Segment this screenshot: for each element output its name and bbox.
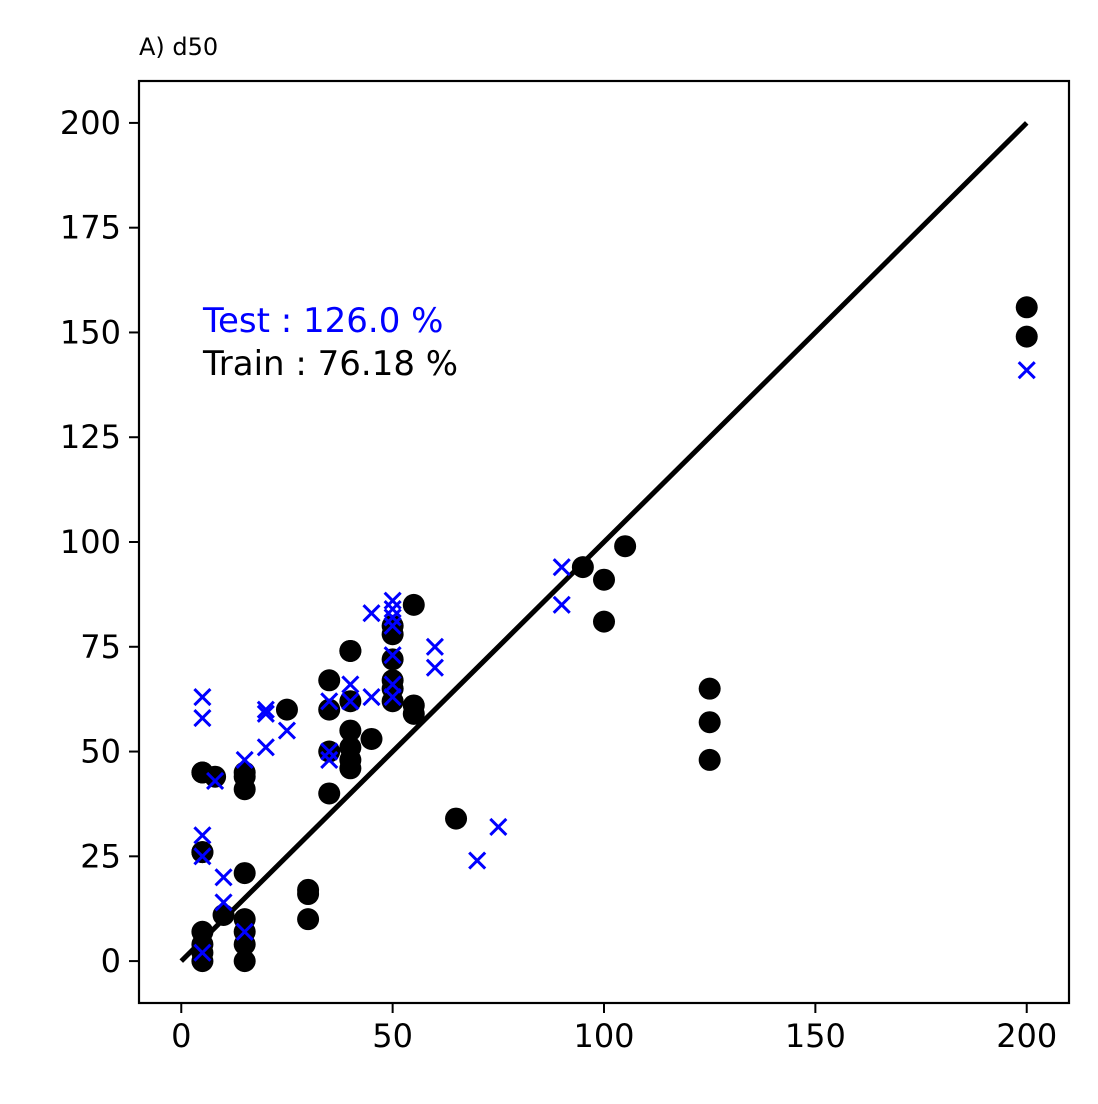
train-point <box>402 593 425 616</box>
y-axis: 0 25 50 75 100 125 150 175 200 <box>60 104 139 980</box>
train-point <box>318 698 341 721</box>
test-point <box>235 750 254 769</box>
y-tick-label: 150 <box>60 313 121 351</box>
test-point <box>383 616 402 635</box>
train-point <box>593 568 615 591</box>
train-point <box>445 807 468 830</box>
test-point <box>193 847 212 866</box>
train-point <box>204 765 227 788</box>
test-point <box>320 692 339 711</box>
test-point <box>362 688 381 707</box>
test-point <box>383 608 402 627</box>
chart-title: A) d50 <box>139 33 218 61</box>
train-point <box>402 694 425 717</box>
train-point <box>1015 325 1038 348</box>
y-tick-label: 175 <box>60 209 121 247</box>
x-tick-label: 100 <box>573 1017 634 1055</box>
test-point <box>256 704 275 723</box>
train-point <box>233 761 256 784</box>
x-axis: 0 50 100 150 200 <box>171 1003 1057 1055</box>
y-tick-label: 100 <box>60 523 121 561</box>
train-point <box>233 862 256 885</box>
train-point <box>1015 296 1038 319</box>
train-point <box>571 556 594 579</box>
train-point <box>381 648 404 671</box>
train-point <box>698 748 721 771</box>
test-point <box>425 658 444 677</box>
train-point <box>381 669 404 692</box>
train-point <box>614 535 637 558</box>
test-point <box>383 591 402 610</box>
test-point <box>383 675 402 694</box>
train-point <box>339 639 362 662</box>
x-tick-label: 150 <box>785 1017 846 1055</box>
test-point <box>362 604 381 623</box>
test-point <box>256 738 275 757</box>
train-point <box>698 677 721 700</box>
test-point <box>1017 361 1036 380</box>
y-tick-label: 125 <box>60 418 121 456</box>
train-point <box>593 610 615 633</box>
train-point <box>318 782 341 805</box>
test-point <box>425 637 444 656</box>
x-tick-label: 50 <box>372 1017 413 1055</box>
train-point <box>191 841 214 864</box>
train-point <box>339 736 362 759</box>
test-point <box>468 851 487 870</box>
test-point <box>214 893 233 912</box>
x-tick-label: 200 <box>996 1017 1057 1055</box>
test-point <box>320 742 339 761</box>
test-point <box>552 558 571 577</box>
train-point <box>297 908 320 931</box>
y-tick-label: 200 <box>60 104 121 142</box>
y-tick-label: 25 <box>80 837 121 875</box>
test-point <box>552 595 571 614</box>
x-tick-label: 0 <box>171 1017 191 1055</box>
y-tick-label: 75 <box>80 628 121 666</box>
test-point <box>235 922 254 941</box>
train-point <box>212 903 235 926</box>
test-point <box>320 750 339 769</box>
test-point <box>193 708 212 728</box>
test-point <box>341 692 360 711</box>
test-point <box>489 817 508 837</box>
test-annotation: Test : 126.0 % <box>202 301 443 341</box>
train-point <box>698 711 721 734</box>
data-points <box>191 296 1038 973</box>
train-point <box>360 727 383 750</box>
plot-frame <box>137 79 1071 1005</box>
test-point <box>193 826 212 845</box>
test-point <box>383 646 402 665</box>
train-point <box>275 698 298 721</box>
train-point <box>297 878 320 901</box>
y-tick-label: 0 <box>101 942 121 980</box>
train-point <box>233 950 256 973</box>
test-point <box>206 771 225 790</box>
reference-line <box>179 121 1029 963</box>
train-point <box>339 719 362 742</box>
test-point <box>193 943 212 962</box>
test-point <box>193 688 212 707</box>
test-point <box>383 599 402 619</box>
train-point <box>233 908 256 931</box>
train-annotation: Train : 76.18 % <box>202 344 458 384</box>
test-point <box>341 675 360 694</box>
y-tick-label: 50 <box>80 733 121 771</box>
train-point <box>318 669 341 692</box>
test-point <box>277 721 297 740</box>
test-point <box>214 868 233 887</box>
train-point <box>191 920 214 943</box>
test-point <box>256 700 275 719</box>
